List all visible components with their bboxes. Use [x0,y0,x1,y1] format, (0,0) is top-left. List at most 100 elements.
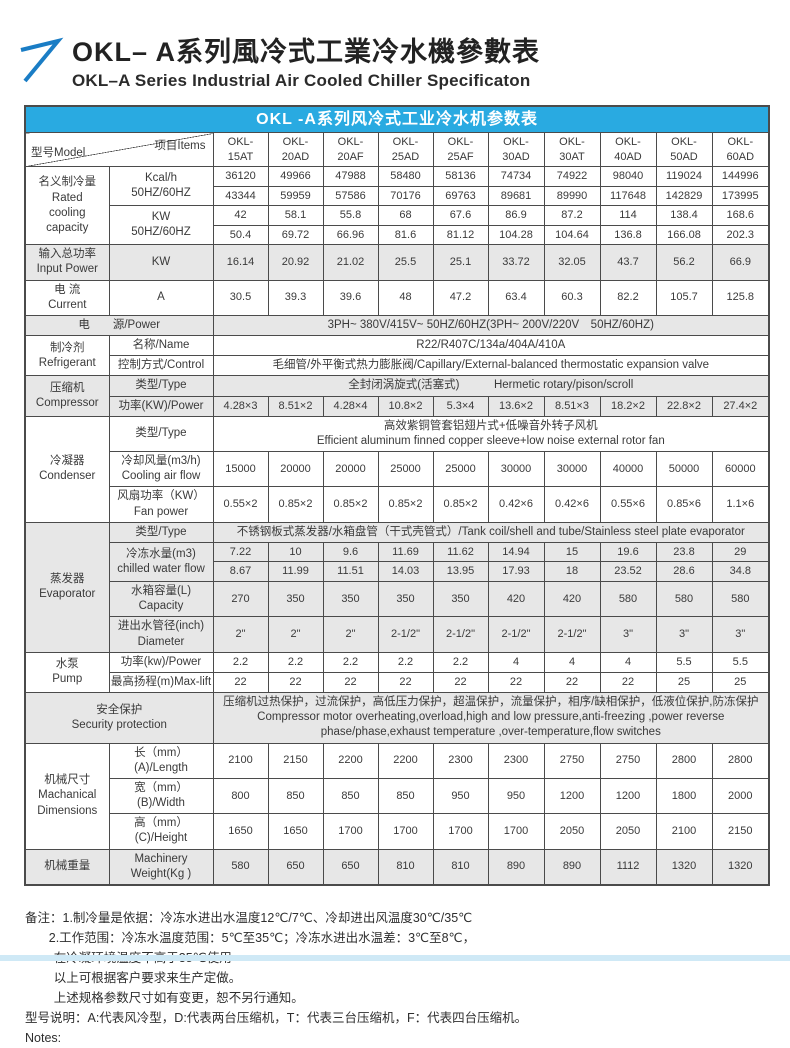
spec-value-cell: 42 [212,205,269,226]
table-row: 高（mm）(C)/Height 1650 1650 1700 1700 1700 1700 2… [25,813,770,850]
spec-value-cell: 650 [322,848,379,886]
table-row: 名义制冷量 Rated cooling capacity Kcal/h 50HZ/… [24,166,770,246]
spec-value-cell: 114 [599,205,657,226]
spec-value-cell: 22.8×2 [655,395,713,417]
spec-value-cell: 2800 [711,742,770,779]
table-row: 功率(KW)/Power 4.28×3 8.51×2 4.28×4 10.8×2 5.3×… [25,395,770,417]
spec-value-cell: 56.2 [655,244,713,281]
spec-value-cell: 104.64 [543,224,601,246]
model-header-cell: OKL- 50AD [655,132,713,168]
table-row: 控制方式/Control 毛细管/外平衡式热力膨胀阀/Capillary/Exte… [25,355,770,377]
spec-value-cell: 16.14 [212,244,269,281]
note-line: 备注：1.制冷量是依据：冷冻水进出水温度12℃/7℃、冷却进出风温度30℃/35… [25,910,473,925]
spec-value-cell: 173995 [711,185,770,207]
row-label-cell: KW [108,244,214,281]
spec-value-cell: 22 [543,671,601,694]
spec-value-cell: 350 [322,580,379,618]
spec-value-cell: 138.4 [655,205,713,226]
spec-value-cell: 580 [212,848,269,886]
spec-table-body: 型号Model 项目Items OKL- 15AT OKL- 20AD OKL- 20A… [24,132,770,886]
spec-value-cell: 98040 [599,166,657,187]
spec-value-cell: 60.3 [543,279,601,316]
page-title-cn: OKL– A系列風冷式工業冷水機參數表 [72,37,541,67]
spec-value-cell: 57586 [322,185,379,207]
spec-value-cell: 168.6 [711,205,770,226]
row-label-cell: 宽（mm）(B)/Width [108,777,214,815]
spec-table: OKL -A系列风冷式工业冷水机参数表 型号Model 项目Items OKL- 1… [24,105,771,886]
model-header-cell: OKL- 15AT [212,132,269,168]
table-title: OKL -A系列风冷式工业冷水机参数表 [24,105,770,134]
table-row: 最高扬程(m)Max-lift 22 22 22 22 22 22 22 22 25 25 [25,671,770,694]
spec-value-cell: 144996 [711,166,770,187]
spec-value-cell: 29 [711,541,770,563]
row-label-cell: 类型/Type [108,375,214,397]
note-line: 以上可根据客户要求来生产定做。 [53,970,242,985]
model-header-cell: OKL- 30AD [487,132,545,168]
spec-value-cell: 11.69 [377,541,434,563]
bottom-strip [0,955,790,961]
spec-value-cell: 67.6 [432,205,489,226]
spec-value-cell: 1650 [267,813,324,850]
page-title-en: OKL–A Series Industrial Air Cooled Chill… [72,71,531,90]
spec-value-cell: 2" [267,616,324,653]
spec-value-cell: 14.03 [377,561,434,582]
spec-value-cell: 48 [377,279,434,316]
spec-value-cell: 43344 [212,185,269,207]
spec-value-cell: 1200 [543,777,601,815]
spec-value-cell: 40000 [599,451,657,488]
spec-value-cell: 5.3×4 [432,395,489,417]
spec-value-cell: 2.2 [377,651,434,673]
row-label-cell: 进出水管径(inch) Diameter [108,616,214,653]
spec-value-cell: 104.28 [487,224,545,246]
spec-value-cell: 89990 [543,185,601,207]
spec-value-cell: 850 [267,777,324,815]
row-label-cell: KW 50HZ/60HZ [108,205,214,246]
spec-value-cell: 33.72 [487,244,545,281]
spec-value-cell: 不锈钢板式蒸发器/水箱盘管（干式壳管式）/Tank coil/shell and… [212,521,770,543]
spec-value-cell: 10 [267,541,324,563]
spec-value-cell: 82.2 [599,279,657,316]
model-header-cell: OKL- 30AT [543,132,601,168]
spec-value-cell: 20000 [267,451,324,488]
row-label-cell: 蒸发器 Evaporator [24,521,110,653]
spec-value-cell: 4 [487,651,545,673]
spec-value-cell: 2.2 [432,651,489,673]
spec-value-cell: 810 [377,848,434,886]
corner-items-label: 项目Items [154,140,206,153]
model-header-cell: OKL- 40AD [599,132,657,168]
table-row: 冷凝器 Condenser 类型/Type 高效紫铜管套铝翅片式+低噪音外转子风机 … [24,415,770,523]
spec-value-cell: 420 [487,580,545,618]
spec-value-cell: 0.42×6 [487,486,545,523]
spec-value-cell: 1320 [711,848,770,886]
spec-value-cell: 17.93 [487,561,545,582]
spec-value-cell: 34.8 [711,561,770,582]
spec-value-cell: 800 [212,777,269,815]
spec-value-cell: 2200 [377,742,434,779]
row-label-cell: 最高扬程(m)Max-lift [108,671,214,694]
spec-value-cell: 8.51×2 [267,395,324,417]
spec-value-cell: R22/R407C/134a/404A/410A [212,335,770,357]
spec-value-cell: 0.85×2 [432,486,489,523]
table-row: 机械重量 Machinery Weight(Kg ) 580 650 650 810 810… [24,848,770,886]
arrow-up-right-icon [20,37,64,83]
spec-value-cell: 68 [377,205,434,226]
spec-value-cell: 25000 [377,451,434,488]
spec-value-cell: 4.28×4 [322,395,379,417]
table-row: 冷却风量(m3/h) Cooling air flow 15000 20000 200… [25,451,770,488]
model-header-cell: OKL- 20AD [267,132,324,168]
notes-block: 备注：1.制冷量是依据：冷冻水进出水温度12℃/7℃、冷却进出风温度30℃/35… [25,908,790,1048]
corner-model-label: 型号Model [31,146,86,159]
table-row: 水泵 Pump 功率(kw)/Power 2.2 2.2 2.2 2.2 2.2 4 4 4 5.5… [24,651,770,694]
row-label-cell: A [108,279,214,316]
spec-value-cell: 22 [377,671,434,694]
spec-value-cell: 60000 [711,451,770,488]
spec-value-cell: 4 [543,651,601,673]
spec-value-cell: 350 [432,580,489,618]
spec-value-cell: 2.2 [322,651,379,673]
spec-value-cell: 8.51×3 [543,395,601,417]
spec-value-cell: 66.96 [322,224,379,246]
model-header-cell: OKL- 20AF [322,132,379,168]
spec-value-cell: 2-1/2" [377,616,434,653]
spec-value-cell: 105.7 [655,279,713,316]
spec-value-cell: 全封闭涡旋式(活塞式) Hermetic rotary/pison/scroll [212,375,770,397]
